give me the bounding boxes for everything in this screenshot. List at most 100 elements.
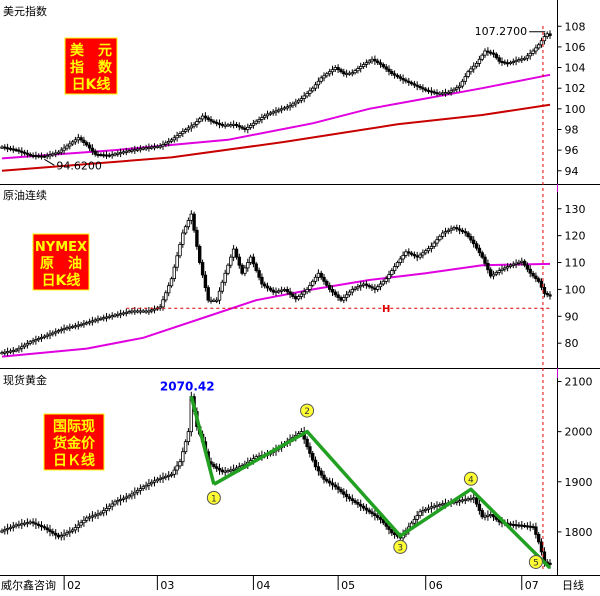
candle-body-1-151 — [426, 89, 431, 92]
candle-body-2-38 — [107, 315, 111, 318]
candle-body-1-50 — [141, 147, 145, 150]
candle-body-3-131 — [370, 511, 374, 515]
month-label-2: 04 — [256, 579, 270, 592]
candle-body-3-52 — [147, 483, 151, 486]
candle-body-2-30 — [85, 322, 89, 325]
candle-body-1-59 — [166, 140, 171, 144]
month-label-5: 07 — [525, 579, 539, 592]
candle-body-1-188 — [531, 50, 535, 54]
candle-body-1-46 — [130, 149, 134, 152]
candle-body-3-148 — [418, 511, 422, 516]
candle-body-1-75 — [212, 120, 216, 123]
candle-body-2-39 — [110, 315, 114, 318]
candle-body-2-44 — [124, 311, 128, 314]
candle-body-2-79 — [223, 272, 227, 283]
candle-body-1-49 — [138, 148, 143, 151]
candle-body-2-67 — [189, 213, 193, 221]
y-tick-label-2-1: 90 — [565, 310, 579, 323]
candle-body-2-80 — [226, 264, 230, 274]
candle-body-1-94 — [265, 113, 270, 117]
candle-body-2-114 — [322, 276, 326, 282]
candle-body-2-132 — [373, 287, 377, 290]
candle-body-2-89 — [251, 256, 256, 265]
candle-body-2-123 — [347, 291, 352, 296]
candle-body-1-183 — [517, 59, 521, 62]
candle-body-2-192 — [542, 286, 547, 294]
candle-body-3-51 — [144, 484, 148, 488]
candle-body-3-180 — [508, 523, 513, 526]
candle-body-3-23 — [65, 532, 69, 535]
candle-body-3-24 — [68, 530, 72, 534]
candle-body-1-105 — [296, 99, 301, 103]
candle-body-2-153 — [432, 242, 436, 247]
y-tick-label-1-4: 102 — [565, 82, 586, 95]
candle-body-3-120 — [339, 488, 343, 493]
candle-body-3-45 — [127, 495, 131, 498]
candle-body-1-18 — [51, 153, 55, 156]
y-tick-label-2-4: 120 — [565, 230, 586, 243]
candle-body-2-172 — [486, 262, 490, 271]
candle-body-1-26 — [73, 139, 78, 143]
candle-body-3-183 — [517, 524, 521, 527]
candle-body-1-95 — [268, 112, 273, 115]
candle-body-1-27 — [76, 137, 80, 141]
candle-body-3-79 — [223, 470, 227, 473]
candle-body-1-73 — [206, 117, 210, 120]
candle-body-2-179 — [505, 266, 510, 269]
candle-body-2-94 — [265, 285, 270, 289]
candle-body-1-173 — [488, 51, 493, 54]
candle-body-1-86 — [243, 127, 247, 130]
candle-body-1-97 — [274, 110, 278, 113]
candle-body-1-74 — [209, 119, 213, 122]
candle-body-3-194 — [548, 562, 552, 565]
candle-body-1-168 — [474, 63, 479, 67]
candle-body-3-6 — [17, 523, 21, 526]
candle-body-2-37 — [104, 316, 109, 319]
candle-body-2-95 — [268, 287, 273, 291]
badge-dxy-line-3: 日K线 — [72, 76, 111, 93]
badge-gold-line-2: 货金价 — [52, 435, 96, 452]
candle-body-1-36 — [102, 154, 106, 157]
candle-body-2-186 — [525, 264, 530, 270]
candle-body-2-181 — [511, 263, 515, 266]
candle-body-1-57 — [161, 144, 165, 147]
candle-body-3-113 — [319, 470, 323, 476]
candle-body-2-82 — [231, 248, 236, 258]
candle-body-1-83 — [234, 123, 239, 127]
candle-body-3-185 — [522, 525, 527, 528]
candle-body-1-108 — [305, 93, 309, 97]
candle-body-2-126 — [356, 286, 360, 289]
candle-body-3-129 — [364, 507, 369, 511]
candle-body-1-159 — [449, 90, 453, 93]
candle-body-2-2 — [5, 351, 10, 354]
y-tick-label-3-0: 1800 — [565, 526, 593, 539]
candle-body-1-23 — [65, 145, 69, 149]
candle-body-2-119 — [336, 294, 340, 298]
candle-body-2-34 — [96, 318, 100, 321]
candle-body-1-21 — [59, 149, 63, 153]
candle-body-1-62 — [175, 135, 179, 139]
candle-body-2-72 — [203, 274, 208, 289]
candle-body-3-31 — [87, 516, 92, 519]
candle-body-2-149 — [421, 252, 425, 256]
candle-body-2-48 — [135, 310, 140, 313]
candle-body-3-166 — [469, 497, 473, 500]
candle-body-3-59 — [166, 474, 171, 477]
candle-body-1-3 — [8, 147, 13, 150]
candle-body-1-160 — [452, 88, 456, 92]
badge-gold-line-3: 日Ｋ线 — [53, 452, 95, 469]
candle-body-3-5 — [14, 524, 18, 527]
candle-body-2-90 — [254, 263, 258, 271]
candle-body-3-44 — [124, 496, 128, 499]
candle-body-1-77 — [217, 122, 222, 125]
candle-body-2-53 — [149, 309, 154, 312]
candle-body-2-168 — [474, 243, 479, 249]
candle-body-3-132 — [373, 513, 377, 517]
candle-body-2-16 — [45, 334, 49, 337]
candle-body-1-51 — [144, 147, 148, 150]
candle-body-1-123 — [347, 72, 352, 75]
candle-body-1-90 — [254, 120, 258, 124]
candle-body-2-137 — [387, 274, 391, 280]
candle-body-3-149 — [421, 510, 425, 513]
